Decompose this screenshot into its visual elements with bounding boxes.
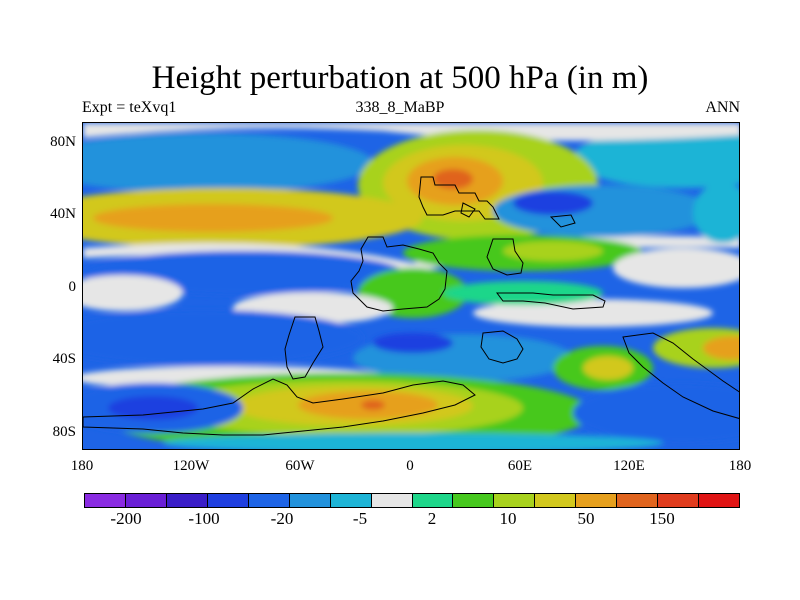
colorbar-swatch [288, 493, 331, 508]
period-label: 338_8_MaBP [355, 99, 445, 116]
y-tick-label: 40S [52, 351, 76, 367]
colorbar-label: 10 [499, 509, 517, 528]
x-tick-label: 180 [728, 458, 752, 474]
colorbar-swatch [329, 493, 372, 508]
colorbar-label: -20 [270, 509, 294, 528]
colorbar-swatch [452, 493, 495, 508]
x-tick-label: 0 [406, 458, 414, 474]
x-tick-label: 60E [507, 458, 533, 474]
colorbar-label: 2 [427, 509, 437, 528]
x-tick-label: 120E [613, 458, 645, 474]
colorbar-swatch [534, 493, 577, 508]
colorbar-swatch [493, 493, 536, 508]
x-tick-label: 120W [172, 458, 210, 474]
y-tick-label: 80N [50, 134, 76, 150]
y-tick-label: 80S [52, 424, 76, 440]
colorbar-swatch [370, 493, 413, 508]
colorbar-label: 150 [649, 509, 675, 528]
colorbar-label: -200 [110, 509, 142, 528]
x-tick-label: 180 [70, 458, 94, 474]
colorbar-label: -5 [352, 509, 368, 528]
colorbar-swatch [657, 493, 700, 508]
colorbar-swatch [84, 493, 126, 508]
colorbar-swatch [124, 493, 167, 508]
colorbar-swatch [247, 493, 290, 508]
height-perturbation-map [82, 122, 740, 450]
colorbar-label: -100 [188, 509, 220, 528]
colorbar-swatch [165, 493, 208, 508]
season-label: ANN [705, 99, 740, 116]
continent-outlines [83, 176, 739, 436]
colorbar-swatch [616, 493, 659, 508]
y-tick-label: 0 [68, 279, 77, 295]
colorbar-label: 50 [577, 509, 595, 528]
y-tick-label: 40N [50, 206, 76, 222]
x-tick-label: 60W [285, 458, 315, 474]
colorbar [84, 493, 740, 508]
colorbar-swatch [206, 493, 249, 508]
colorbar-swatch [411, 493, 454, 508]
experiment-label: Expt = teXvq1 [82, 99, 177, 116]
plot-title: Height perturbation at 500 hPa (in m) [151, 60, 649, 96]
colorbar-swatch [698, 493, 740, 508]
map-field [83, 123, 739, 449]
colorbar-swatch [575, 493, 618, 508]
